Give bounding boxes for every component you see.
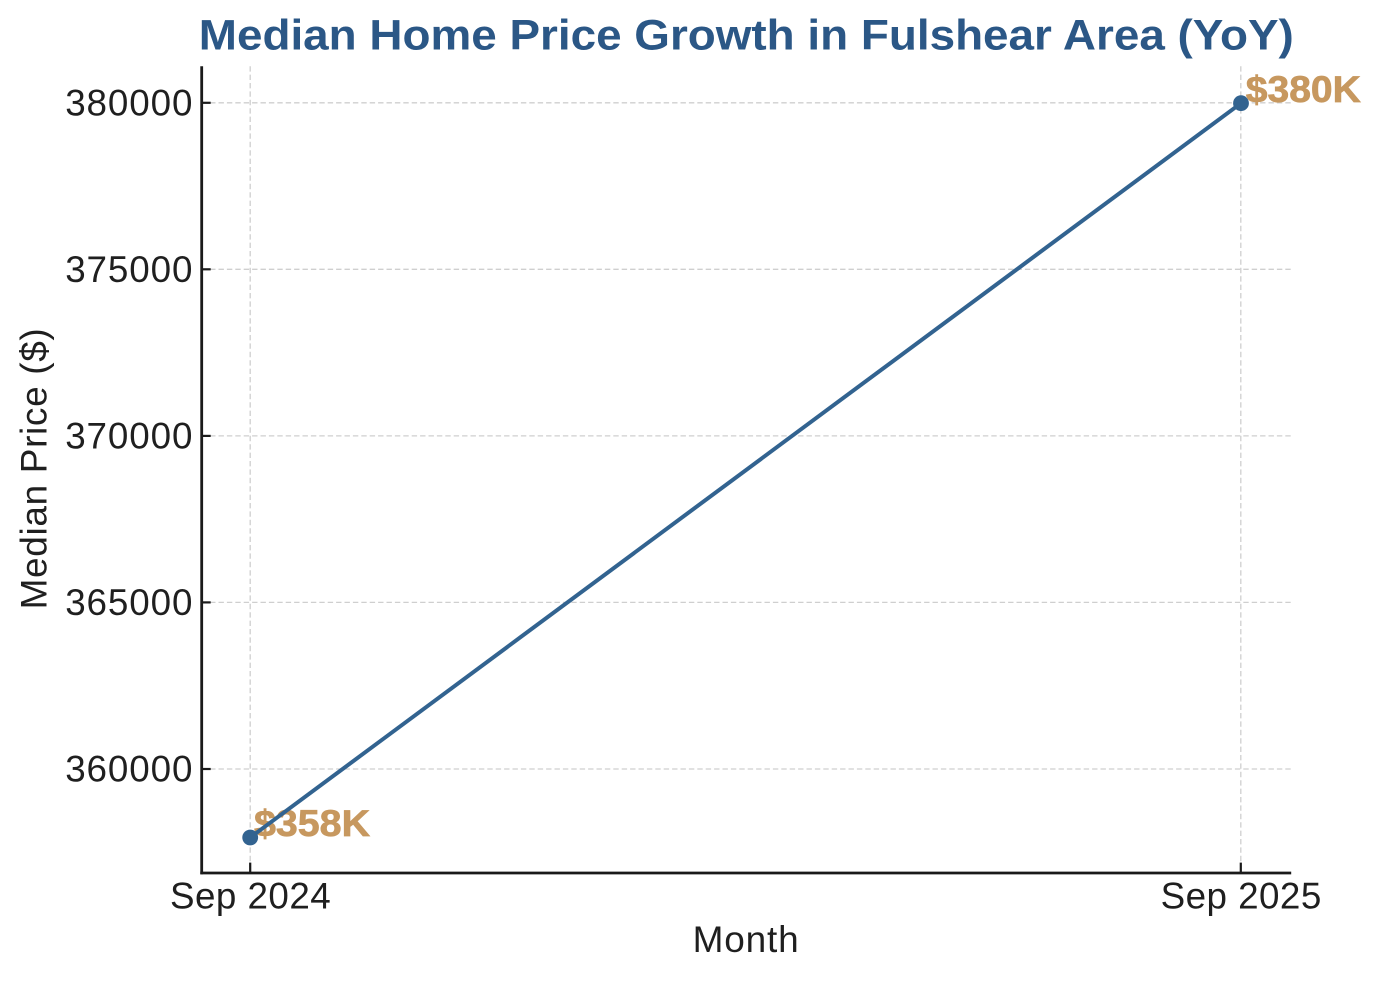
svg-text:Median Home Price Growth in Fu: Median Home Price Growth in Fulshear Are… bbox=[199, 12, 1294, 60]
svg-text:$380K: $380K bbox=[1246, 69, 1361, 110]
svg-text:$358K: $358K bbox=[254, 803, 370, 844]
svg-text:365000: 365000 bbox=[65, 582, 193, 623]
svg-text:Sep 2025: Sep 2025 bbox=[1161, 876, 1322, 917]
svg-text:370000: 370000 bbox=[65, 416, 193, 457]
svg-text:Month: Month bbox=[693, 919, 800, 960]
svg-text:Median Price ($): Median Price ($) bbox=[14, 328, 55, 610]
svg-text:375000: 375000 bbox=[65, 249, 193, 290]
svg-text:360000: 360000 bbox=[65, 749, 193, 790]
svg-text:Sep 2024: Sep 2024 bbox=[170, 876, 331, 917]
svg-text:380000: 380000 bbox=[65, 83, 193, 124]
